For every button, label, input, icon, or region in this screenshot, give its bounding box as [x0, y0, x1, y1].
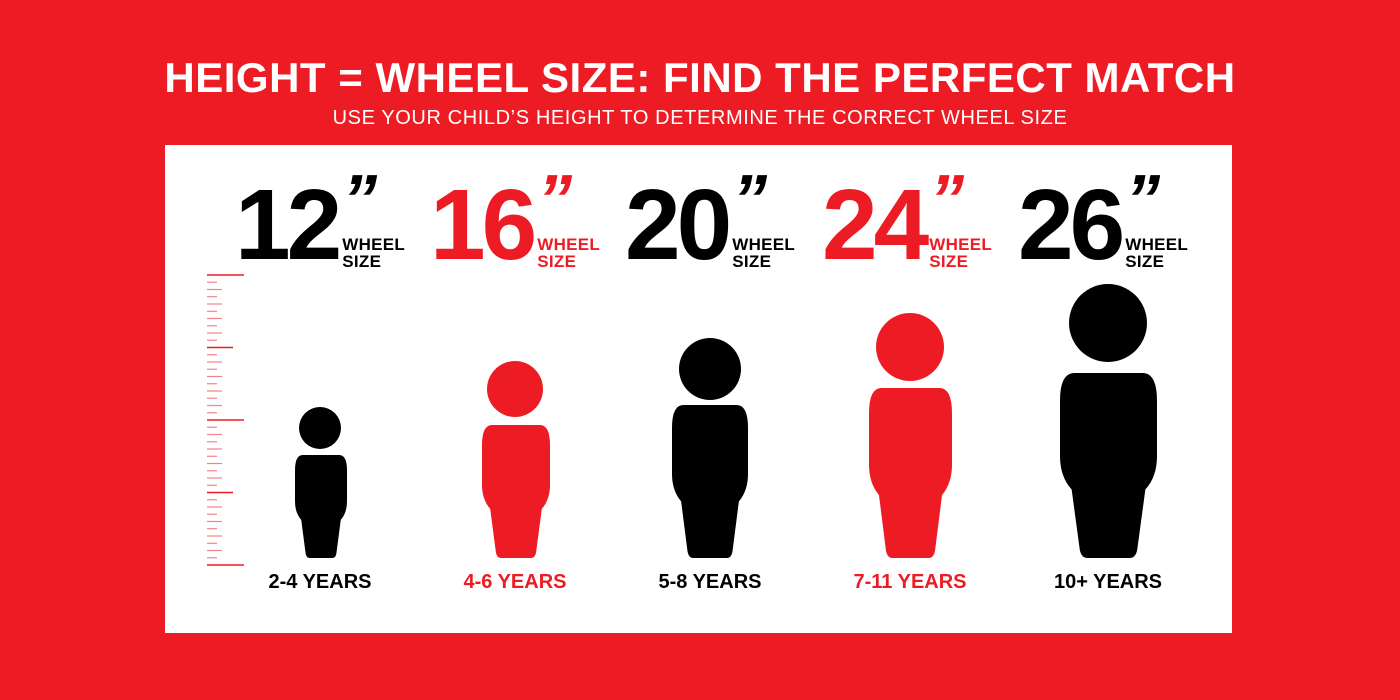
- wheel-size-side: ” WHEEL SIZE: [537, 170, 600, 270]
- child-figure-icon-2: [482, 361, 550, 558]
- wheel-size-number: 16: [430, 169, 537, 281]
- wheel-size-number: 24: [822, 169, 929, 281]
- wheel-size-label: WHEEL SIZE: [537, 235, 601, 271]
- age-label-4: 7-11 YEARS: [853, 571, 967, 593]
- child-figure-icon-1: [295, 407, 347, 558]
- wheel-size-24: 24 ” WHEEL SIZE: [822, 170, 992, 280]
- child-figure-icon-5: [1060, 284, 1157, 558]
- age-label-5: 10+ YEARS: [1053, 571, 1163, 593]
- wheel-size-side: ” WHEEL SIZE: [342, 170, 405, 270]
- inch-mark: ”: [1125, 170, 1161, 228]
- page-title: HEIGHT = WHEEL SIZE: FIND THE PERFECT MA…: [164, 54, 1236, 101]
- wheel-size-20: 20 ” WHEEL SIZE: [625, 170, 795, 280]
- age-label-1: 2-4 YEARS: [268, 571, 372, 593]
- wheel-size-26: 26 ” WHEEL SIZE: [1018, 170, 1188, 280]
- wheel-size-16: 16 ” WHEEL SIZE: [430, 170, 600, 280]
- wheel-size-label: WHEEL SIZE: [1125, 235, 1189, 271]
- wheel-size-number: 26: [1018, 169, 1125, 281]
- page-subtitle: USE YOUR CHILD’S HEIGHT TO DETERMINE THE…: [332, 107, 1068, 129]
- wheel-size-side: ” WHEEL SIZE: [732, 170, 795, 270]
- inch-mark: ”: [342, 170, 378, 228]
- height-ruler-icon: [207, 274, 244, 566]
- wheel-size-number: 20: [625, 169, 732, 281]
- inch-mark: ”: [732, 170, 768, 228]
- inch-mark: ”: [929, 170, 965, 228]
- wheel-size-side: ” WHEEL SIZE: [1125, 170, 1188, 270]
- wheel-size-side: ” WHEEL SIZE: [929, 170, 992, 270]
- wheel-size-label: WHEEL SIZE: [732, 235, 796, 271]
- wheel-size-number: 12: [235, 169, 342, 281]
- wheel-size-12: 12 ” WHEEL SIZE: [235, 170, 405, 280]
- wheel-size-label: WHEEL SIZE: [929, 235, 993, 271]
- child-figure-icon-3: [672, 338, 748, 558]
- inch-mark: ”: [537, 170, 573, 228]
- wheel-size-label: WHEEL SIZE: [342, 235, 406, 271]
- child-figure-icon-4: [869, 313, 952, 558]
- age-label-3: 5-8 YEARS: [658, 571, 762, 593]
- age-label-2: 4-6 YEARS: [463, 571, 567, 593]
